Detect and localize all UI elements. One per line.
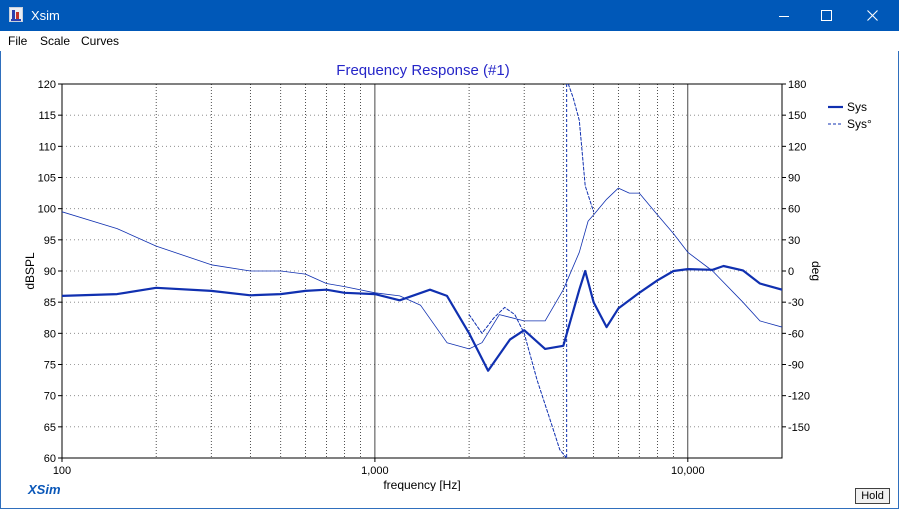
y-tick-label: 115 [38, 110, 56, 122]
series-secondary-curve [62, 187, 782, 350]
minimize-button[interactable] [761, 0, 807, 31]
y-tick-label: 65 [44, 422, 56, 434]
y2-tick-label: -60 [788, 328, 804, 340]
series-sys-magnitude [62, 264, 782, 372]
y2-tick-label: 0 [788, 266, 794, 278]
y-tick-label: 95 [44, 235, 56, 247]
title-bar: Xsim [0, 0, 899, 31]
y2-tick-label: 150 [788, 110, 806, 122]
y-tick-label: 60 [44, 453, 56, 465]
menu-scale[interactable]: Scale [40, 34, 71, 48]
y2-tick-label: -120 [788, 391, 810, 403]
maximize-icon [820, 10, 832, 21]
y2-tick-label: 60 [788, 204, 800, 216]
y2-tick-label: -30 [788, 297, 804, 309]
series-sys-phase [468, 84, 595, 458]
xsim-brand: XSim [28, 482, 61, 497]
hold-button[interactable]: Hold [855, 488, 890, 504]
menu-bar: File Scale Curves [0, 31, 899, 51]
y-tick-label: 120 [38, 79, 56, 91]
x-tick-label: 10,000 [671, 465, 705, 477]
y2-tick-label: 30 [788, 235, 800, 247]
maximize-button[interactable] [803, 0, 849, 31]
close-button[interactable] [845, 0, 899, 31]
y-tick-label: 100 [38, 204, 56, 216]
window-frame-left [0, 51, 1, 509]
y-axis-label: dBSPL [23, 252, 37, 290]
y2-tick-label: -150 [788, 422, 810, 434]
menu-curves[interactable]: Curves [81, 34, 120, 48]
frequency-response-chart[interactable]: 60 65 70 75 80 85 90 95 100 105 110 115 120 -150 -120 -… [0, 51, 899, 491]
legend-label-sys: Sys [847, 100, 867, 114]
y-tick-label: 75 [44, 360, 56, 372]
y-tick-label: 80 [44, 328, 56, 340]
x-tick-label: 100 [53, 465, 71, 477]
minimize-icon [779, 15, 789, 17]
x-tick-label: 1,000 [361, 465, 389, 477]
y2-tick-label: -90 [788, 360, 804, 372]
menu-file[interactable]: File [8, 34, 28, 48]
y-tick-label: 105 [38, 173, 56, 185]
xsim-app-icon[interactable] [9, 7, 23, 22]
y2-tick-label: 120 [788, 141, 806, 153]
y-tick-label: 110 [38, 141, 56, 153]
y-tick-label: 85 [44, 297, 56, 309]
chart-title: Frequency Response (#1) [336, 62, 509, 79]
close-icon [866, 10, 878, 21]
y2-axis-label: deg [809, 261, 823, 281]
x-axis-label: frequency [Hz] [383, 478, 460, 491]
y-tick-label: 70 [44, 391, 56, 403]
y-tick-label: 90 [44, 266, 56, 278]
legend-label-sys-phase: Sys° [847, 117, 872, 131]
window-title: Xsim [31, 8, 60, 23]
y2-tick-label: 180 [788, 79, 806, 91]
y2-tick-label: 90 [788, 173, 800, 185]
